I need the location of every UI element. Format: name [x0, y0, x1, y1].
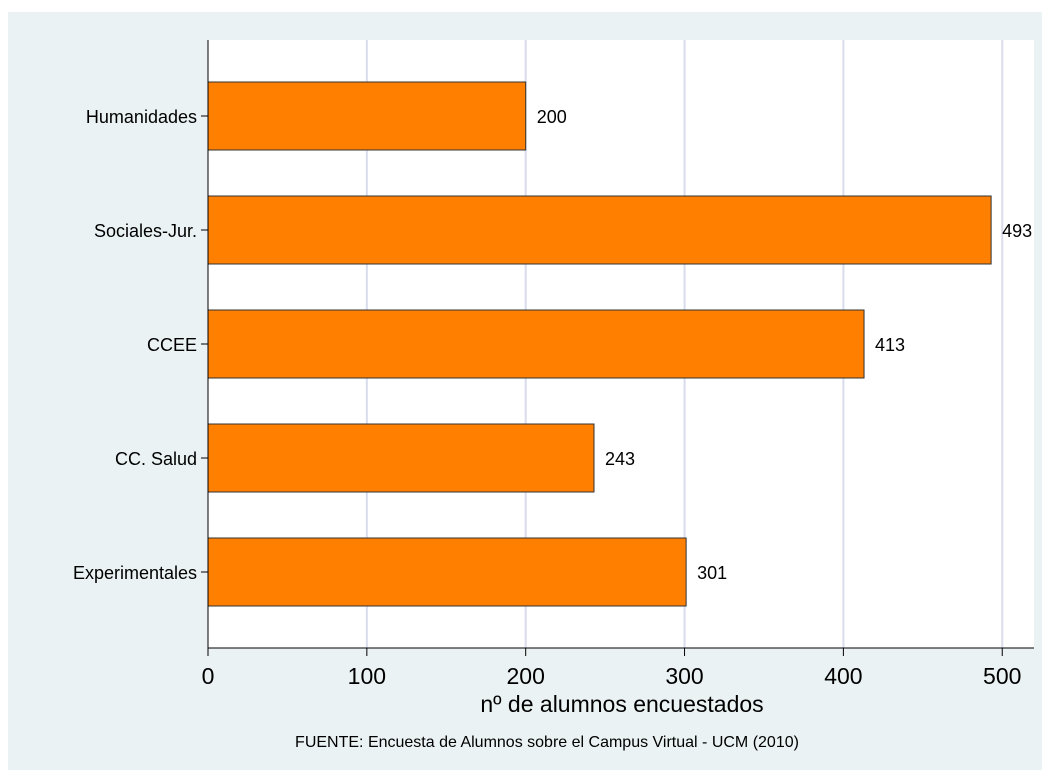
- x-tick-label: 200: [507, 663, 545, 689]
- data-label: 301: [697, 563, 727, 583]
- data-label: 200: [537, 107, 567, 127]
- axes: [201, 40, 1034, 656]
- bar: [207, 309, 865, 379]
- x-tick-label: 100: [348, 663, 386, 689]
- bar: [207, 81, 527, 151]
- y-tick-label: Sociales-Jur.: [94, 221, 197, 241]
- x-tick-label: 300: [665, 663, 703, 689]
- y-tick-label: Humanidades: [86, 107, 197, 127]
- source-note: FUENTE: Encuesta de Alumnos sobre el Cam…: [295, 734, 799, 751]
- data-label: 493: [1002, 221, 1032, 241]
- x-tick-label: 500: [983, 663, 1021, 689]
- x-axis-title: nº de alumnos encuestados: [480, 691, 763, 717]
- y-tick-label: CCEE: [147, 335, 197, 355]
- bar: [207, 537, 687, 607]
- data-label: 413: [875, 335, 905, 355]
- y-tick-label: CC. Salud: [115, 449, 197, 469]
- bar: [207, 423, 595, 493]
- bar: [207, 195, 992, 265]
- x-tick-label: 400: [824, 663, 862, 689]
- y-tick-label: Experimentales: [73, 563, 197, 583]
- labels: 0 100 200 300 400 500 Humanidades 200 Sociales-J…: [73, 107, 1032, 689]
- x-tick-label: 0: [202, 663, 215, 689]
- data-label: 243: [605, 449, 635, 469]
